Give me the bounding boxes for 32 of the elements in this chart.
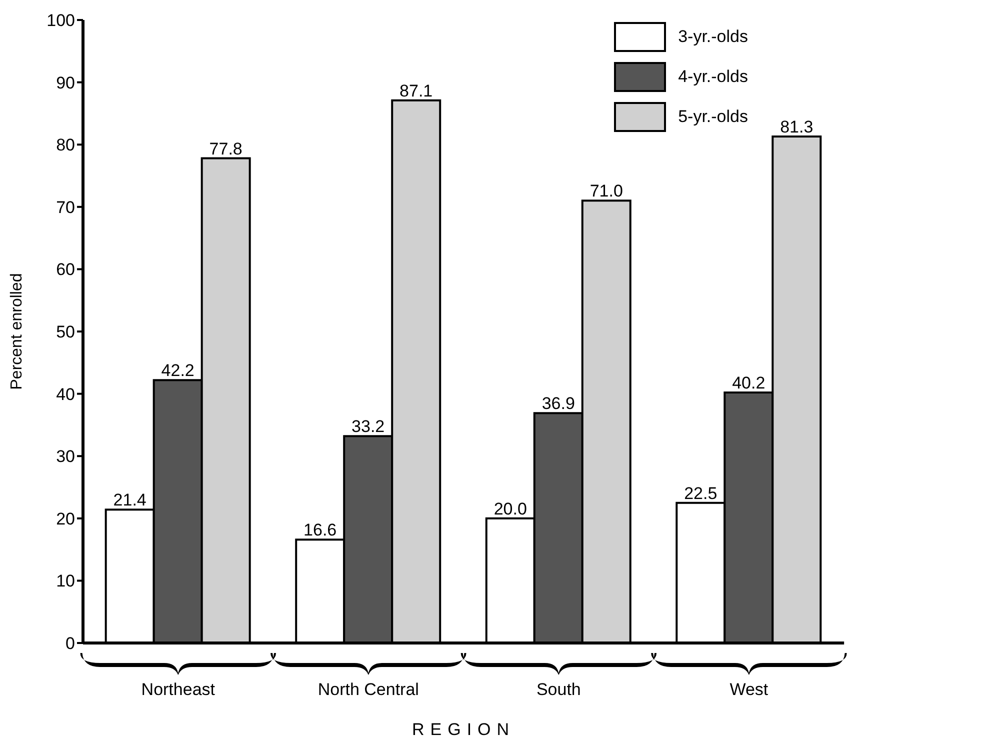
y-tick-label: 90 bbox=[56, 73, 75, 92]
data-label: 21.4 bbox=[113, 490, 146, 510]
x-tick-label: North Central bbox=[318, 680, 419, 699]
data-label: 20.0 bbox=[494, 499, 527, 518]
y-tick-label: 80 bbox=[56, 136, 75, 155]
y-tick-label: 100 bbox=[46, 11, 75, 30]
data-label: 87.1 bbox=[400, 81, 433, 100]
data-label: 42.2 bbox=[161, 361, 194, 380]
data-label: 81.3 bbox=[780, 118, 814, 136]
x-tick-label: South bbox=[536, 680, 581, 699]
y-tick-label: 70 bbox=[56, 198, 75, 217]
legend-label: 4-yr.-olds bbox=[678, 67, 748, 87]
data-label: 77.8 bbox=[209, 139, 242, 158]
data-label: 16.6 bbox=[304, 520, 337, 540]
y-tick-label: 20 bbox=[56, 509, 75, 528]
x-tick-label: Northeast bbox=[141, 680, 216, 699]
data-label: 40.2 bbox=[732, 374, 766, 393]
x-tick-label: West bbox=[730, 680, 768, 699]
y-axis-title: Percent enrolled bbox=[8, 273, 26, 390]
y-tick-label: 0 bbox=[66, 634, 75, 654]
y-tick-label: 40 bbox=[56, 384, 75, 404]
y-tick-label: 10 bbox=[56, 572, 75, 591]
x-axis-title: REGION bbox=[412, 720, 516, 739]
data-label: 22.5 bbox=[684, 484, 718, 503]
y-tick-label: 50 bbox=[56, 322, 75, 342]
legend-label: 3-yr.-olds bbox=[678, 27, 748, 47]
y-tick-label: 30 bbox=[56, 447, 75, 466]
data-label: 33.2 bbox=[352, 417, 385, 436]
data-label: 36.9 bbox=[542, 394, 575, 414]
y-tick-label: 60 bbox=[56, 260, 75, 280]
data-label: 71.0 bbox=[590, 182, 623, 201]
legend-label: 5-yr.-olds bbox=[678, 107, 748, 127]
